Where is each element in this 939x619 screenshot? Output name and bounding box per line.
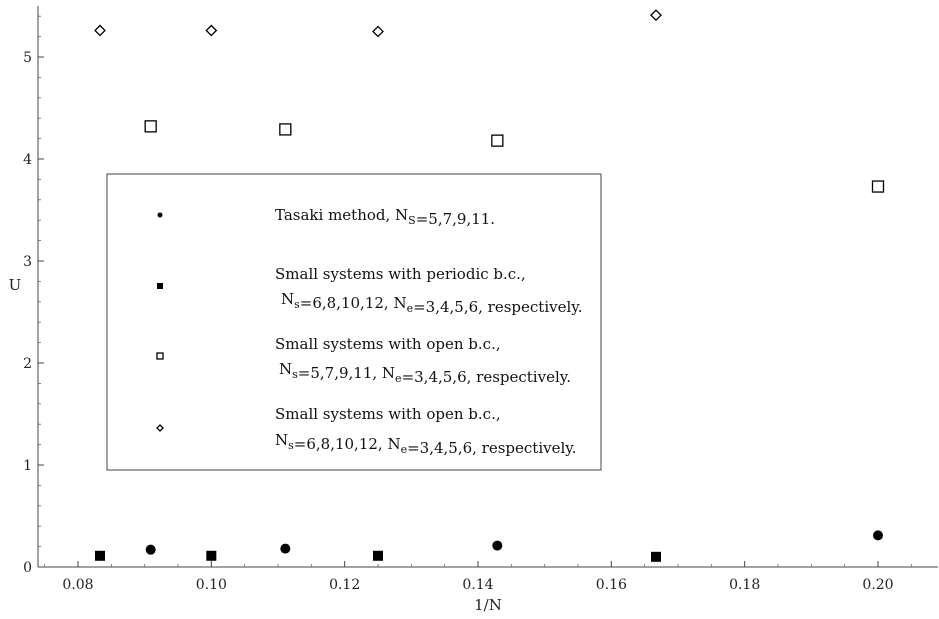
data-point — [280, 543, 291, 554]
y-tick-label: 2 — [23, 356, 32, 372]
legend-label-line2: Ns=5,7,9,11, Ne=3,4,5,6, respectively. — [279, 360, 571, 386]
x-axis-title: 1/N — [474, 596, 502, 614]
legend-item: Small systems with periodic b.c., Ns=6,8,… — [157, 265, 583, 316]
legend-box — [106, 173, 602, 471]
ticks: 0.08 0.10 0.12 0.14 0.16 0.18 0.20 0 1 2 3 4 5 — [23, 15, 912, 593]
data-point — [492, 540, 503, 551]
data-points — [94, 9, 885, 562]
legend-label: Small systems with open b.c., — [275, 405, 501, 423]
x-tick-label: 0.14 — [462, 577, 493, 593]
x-tick-label: 0.10 — [196, 577, 227, 593]
legend-marker — [157, 212, 163, 218]
series-filled-circle — [145, 530, 883, 555]
legend-item: Small systems with open b.c., Ns=6,8,10,1… — [156, 405, 577, 457]
legend-marker — [156, 424, 164, 432]
data-point — [145, 544, 156, 555]
data-point — [651, 551, 661, 562]
series-open-diamond — [94, 9, 662, 38]
data-point — [873, 530, 883, 541]
series-open-square — [144, 120, 885, 193]
data-point — [871, 180, 885, 193]
y-axis-title: U — [9, 276, 22, 294]
data-point — [94, 24, 106, 37]
y-tick-label: 4 — [23, 152, 32, 168]
series-filled-square — [95, 550, 661, 562]
y-tick-label: 1 — [23, 458, 32, 474]
x-tick-label: 0.16 — [596, 577, 627, 593]
legend: Tasaki method, NS=5,7,9,11. Small systems… — [106, 173, 602, 471]
x-tick-label: 0.08 — [62, 577, 93, 593]
y-tick-label: 3 — [23, 254, 32, 270]
data-point — [279, 123, 292, 136]
data-point — [373, 550, 383, 561]
data-point — [372, 25, 384, 38]
legend-label-line2: Ns=6,8,10,12, Ne=3,4,5,6, respectively. — [275, 431, 577, 457]
data-point — [206, 550, 217, 561]
legend-label: Small systems with open b.c., — [275, 335, 501, 353]
y-tick-label: 5 — [23, 50, 32, 66]
legend-item: Tasaki method, NS=5,7,9,11. — [157, 206, 495, 228]
legend-label: Small systems with periodic b.c., — [275, 265, 526, 283]
y-tick-label: 0 — [23, 560, 32, 576]
legend-label-line2: Ns=6,8,10,12, Ne=3,4,5,6, respectively. — [281, 290, 583, 316]
axes — [37, 6, 938, 568]
data-point — [205, 24, 218, 37]
data-point — [144, 120, 157, 133]
legend-label: Tasaki method, NS=5,7,9,11. — [275, 206, 495, 228]
x-tick-label: 0.12 — [329, 577, 360, 593]
data-point — [95, 550, 105, 561]
data-point — [650, 9, 662, 22]
data-point — [491, 134, 504, 147]
legend-item: Small systems with open b.c., Ns=5,7,9,11… — [156, 335, 571, 386]
legend-marker — [157, 283, 163, 289]
x-tick-label: 0.20 — [862, 577, 893, 593]
legend-marker — [156, 352, 164, 360]
x-tick-label: 0.18 — [729, 577, 760, 593]
